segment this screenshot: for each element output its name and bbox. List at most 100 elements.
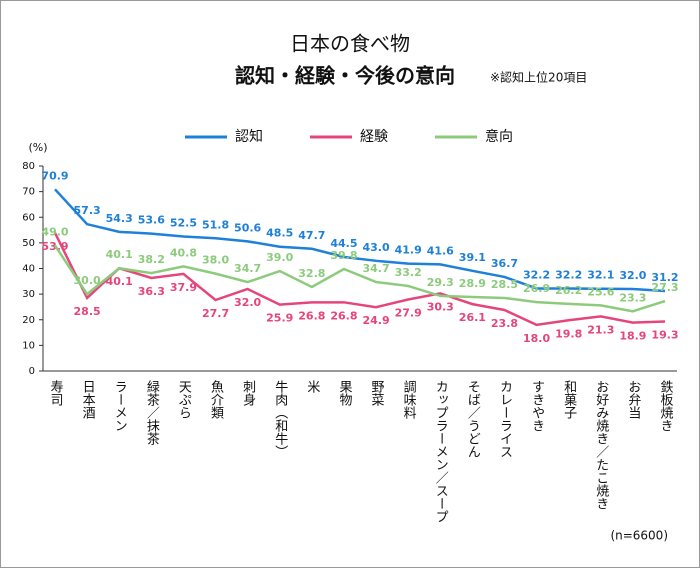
data-label: 28.5	[74, 305, 101, 318]
data-label: 27.9	[395, 307, 422, 320]
data-label: 39.0	[266, 251, 293, 264]
sample-note: (n=6600)	[610, 529, 668, 543]
data-label: 18.0	[523, 332, 550, 345]
data-label: 32.1	[587, 269, 614, 282]
data-label: 36.7	[491, 257, 518, 270]
x-tick-label: 緑茶／抹茶	[144, 380, 160, 445]
x-tick-label: 果物	[336, 380, 352, 407]
data-label: 26.2	[555, 284, 582, 297]
x-tick-label: カレーライス	[497, 380, 512, 458]
data-label: 23.3	[619, 291, 646, 304]
data-label: 33.2	[395, 266, 422, 279]
x-tick-label: お好み焼き／たこ焼き	[593, 380, 609, 510]
data-label: 51.8	[202, 218, 229, 231]
data-label: 38.2	[138, 253, 165, 266]
x-tick-label: ラーメン	[112, 380, 127, 432]
data-label: 34.7	[362, 262, 389, 275]
data-label: 19.3	[651, 329, 678, 342]
data-label: 18.9	[619, 330, 646, 343]
data-label: 30.0	[74, 274, 101, 287]
data-label: 26.8	[298, 309, 325, 322]
x-tick-label: 和菓子	[561, 380, 577, 419]
data-label: 32.2	[555, 268, 582, 281]
data-label: 24.9	[362, 314, 389, 327]
data-label: 48.5	[266, 227, 293, 240]
data-label: 38.0	[202, 254, 229, 267]
x-tick-label: カップラーメン／スープ	[433, 380, 449, 523]
data-label: 31.2	[651, 271, 678, 284]
data-label: 70.9	[41, 169, 68, 182]
y-tick-label: 50	[22, 238, 35, 249]
y-tick-label: 30	[22, 289, 35, 300]
data-label: 54.3	[106, 212, 133, 225]
data-label: 39.8	[330, 249, 357, 262]
y-axis-label: (%)	[28, 141, 47, 154]
x-tick-label: 寿司	[48, 380, 64, 406]
x-tick-label: 牛肉（和牛）	[272, 380, 288, 458]
y-tick-label: 0	[29, 366, 35, 377]
data-label: 44.5	[330, 237, 357, 250]
y-tick-label: 80	[22, 161, 35, 172]
data-label: 34.7	[234, 262, 261, 275]
data-label: 57.3	[74, 204, 101, 217]
legend-label: 経験	[360, 129, 388, 145]
data-label: 19.8	[555, 327, 582, 340]
data-label: 40.1	[106, 248, 133, 261]
y-tick-label: 40	[22, 264, 35, 275]
x-tick-label: 調味料	[401, 380, 417, 419]
y-tick-label: 20	[22, 315, 35, 326]
data-label: 26.8	[330, 309, 357, 322]
y-tick-label: 60	[22, 212, 35, 223]
data-label: 52.5	[170, 216, 197, 229]
data-label: 26.9	[523, 282, 550, 295]
series-line	[53, 232, 666, 327]
data-label: 26.1	[459, 311, 486, 324]
data-label: 40.1	[106, 275, 133, 288]
x-tick-label: すきやき	[529, 380, 545, 432]
y-tick-label: 10	[22, 340, 35, 351]
x-tick-label: 刺身	[240, 380, 256, 407]
x-tick-label: 米	[304, 380, 320, 393]
data-label: 41.6	[427, 244, 454, 257]
data-label: 25.6	[587, 285, 614, 298]
x-tick-label: 天ぷら	[176, 380, 192, 419]
data-label: 40.8	[170, 246, 197, 259]
data-label: 41.9	[395, 244, 422, 257]
legend-label: 認知	[235, 128, 263, 145]
data-label: 37.9	[170, 281, 197, 294]
y-tick-label: 70	[22, 187, 35, 198]
data-label: 32.2	[523, 268, 550, 281]
x-tick-label: そば／うどん	[465, 380, 481, 458]
data-label: 23.8	[491, 317, 518, 330]
data-label: 28.9	[459, 277, 486, 290]
chart-title: 日本の食べ物	[290, 32, 410, 56]
data-label: 36.3	[138, 285, 165, 298]
x-tick-label: 鉄板焼き	[658, 380, 674, 432]
data-label: 49.0	[41, 225, 68, 238]
series-line	[54, 188, 666, 293]
data-label: 27.3	[651, 281, 678, 294]
data-label: 47.7	[298, 229, 325, 242]
data-label: 32.0	[619, 269, 646, 282]
x-tick-label: お弁当	[625, 380, 641, 419]
data-label: 27.7	[202, 307, 229, 320]
x-tick-label: 魚介類	[208, 380, 224, 419]
data-label: 39.1	[459, 251, 486, 264]
series-line	[53, 244, 666, 313]
data-label: 50.6	[234, 221, 261, 234]
x-tick-label: 野菜	[369, 380, 385, 406]
data-label: 29.3	[427, 276, 454, 289]
data-label: 53.6	[138, 214, 165, 227]
data-label: 43.0	[362, 241, 389, 254]
data-label: 30.3	[427, 300, 454, 313]
data-label: 32.0	[234, 296, 261, 309]
data-label: 28.5	[491, 278, 518, 291]
data-label: 21.3	[587, 323, 614, 336]
data-label: 25.9	[266, 312, 293, 325]
chart-subtitle: 認知・経験・今後の意向	[235, 64, 455, 88]
legend-label: 意向	[485, 128, 513, 145]
x-tick-label: 日本酒	[80, 380, 96, 419]
note: ※認知上位20項目	[490, 70, 587, 85]
